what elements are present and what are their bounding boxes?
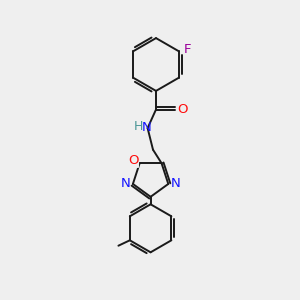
Text: F: F — [184, 43, 191, 56]
Text: N: N — [121, 177, 130, 190]
Text: H: H — [134, 120, 143, 133]
Text: O: O — [177, 103, 188, 116]
Text: N: N — [142, 121, 152, 134]
Text: N: N — [171, 177, 181, 190]
Text: O: O — [128, 154, 138, 167]
